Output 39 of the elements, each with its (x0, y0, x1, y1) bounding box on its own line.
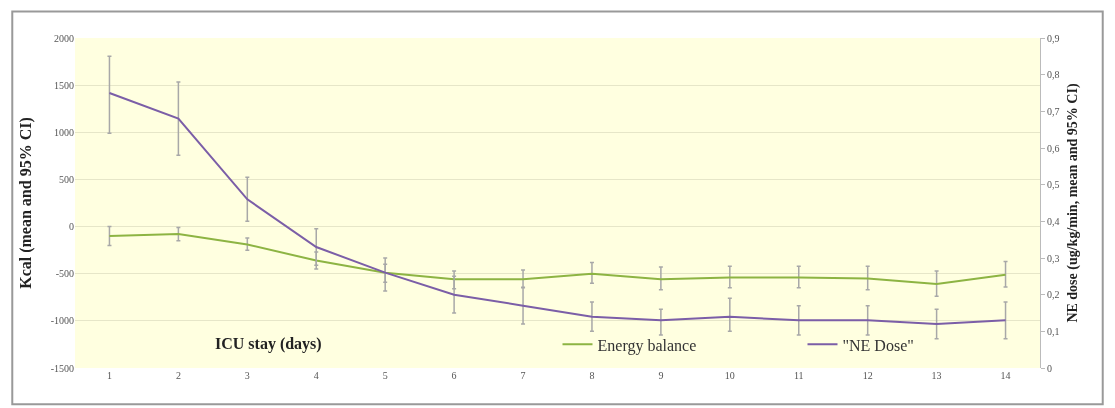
y2-axis-title: NE dose (ug/kg/min, mean and 95% CI) (1064, 83, 1081, 323)
x-tick-label: 12 (862, 370, 873, 381)
y2-tick-label: 0,4 (1047, 215, 1060, 227)
x-axis-title: ICU stay (days) (215, 335, 322, 353)
y-tick-label: 1000 (54, 126, 74, 138)
legend-label: Energy balance (597, 336, 697, 355)
x-tick-label: 4 (313, 370, 319, 381)
x-tick-label: 13 (931, 370, 942, 381)
x-tick-label: 11 (793, 370, 804, 381)
y2-tick-label: 0,9 (1047, 32, 1060, 44)
x-tick-label: 6 (451, 370, 457, 381)
y-tick-label: 1500 (54, 79, 74, 91)
y2-tick-label: 0,8 (1047, 69, 1060, 81)
y-tick-label: 0 (69, 221, 74, 233)
x-tick-label: 8 (589, 370, 595, 381)
y2-tick-label: 0,6 (1047, 142, 1060, 154)
y-tick-label: 500 (59, 173, 74, 185)
y-tick-label: -1000 (50, 315, 74, 327)
x-tick-label: 7 (520, 370, 526, 381)
y2-tick-label: 0 (1047, 362, 1052, 374)
y2-tick-label: 0,2 (1047, 289, 1060, 301)
y2-tick-label: 0,1 (1047, 325, 1060, 337)
y-tick-label: -1500 (50, 362, 74, 374)
x-tick-label: 3 (244, 370, 250, 381)
y-tick-label: 2000 (54, 32, 74, 44)
y-tick-label: -500 (55, 268, 74, 280)
x-tick-label: 2 (175, 370, 181, 381)
y-axis-title: Kcal (mean and 95% CI) (16, 117, 35, 289)
y2-tick-label: 0,7 (1047, 105, 1060, 117)
y2-tick-label: 0,3 (1047, 252, 1060, 264)
x-tick-label: 1 (106, 370, 112, 381)
x-tick-label: 14 (1000, 370, 1011, 381)
line-series (108, 233, 1007, 286)
x-tick-label: 5 (382, 370, 388, 381)
x-tick-label: 10 (724, 370, 735, 381)
y2-tick-label: 0,5 (1047, 179, 1060, 191)
legend-label: "NE Dose" (842, 336, 914, 354)
line-series (108, 92, 1007, 325)
x-tick-label: 9 (658, 370, 664, 381)
